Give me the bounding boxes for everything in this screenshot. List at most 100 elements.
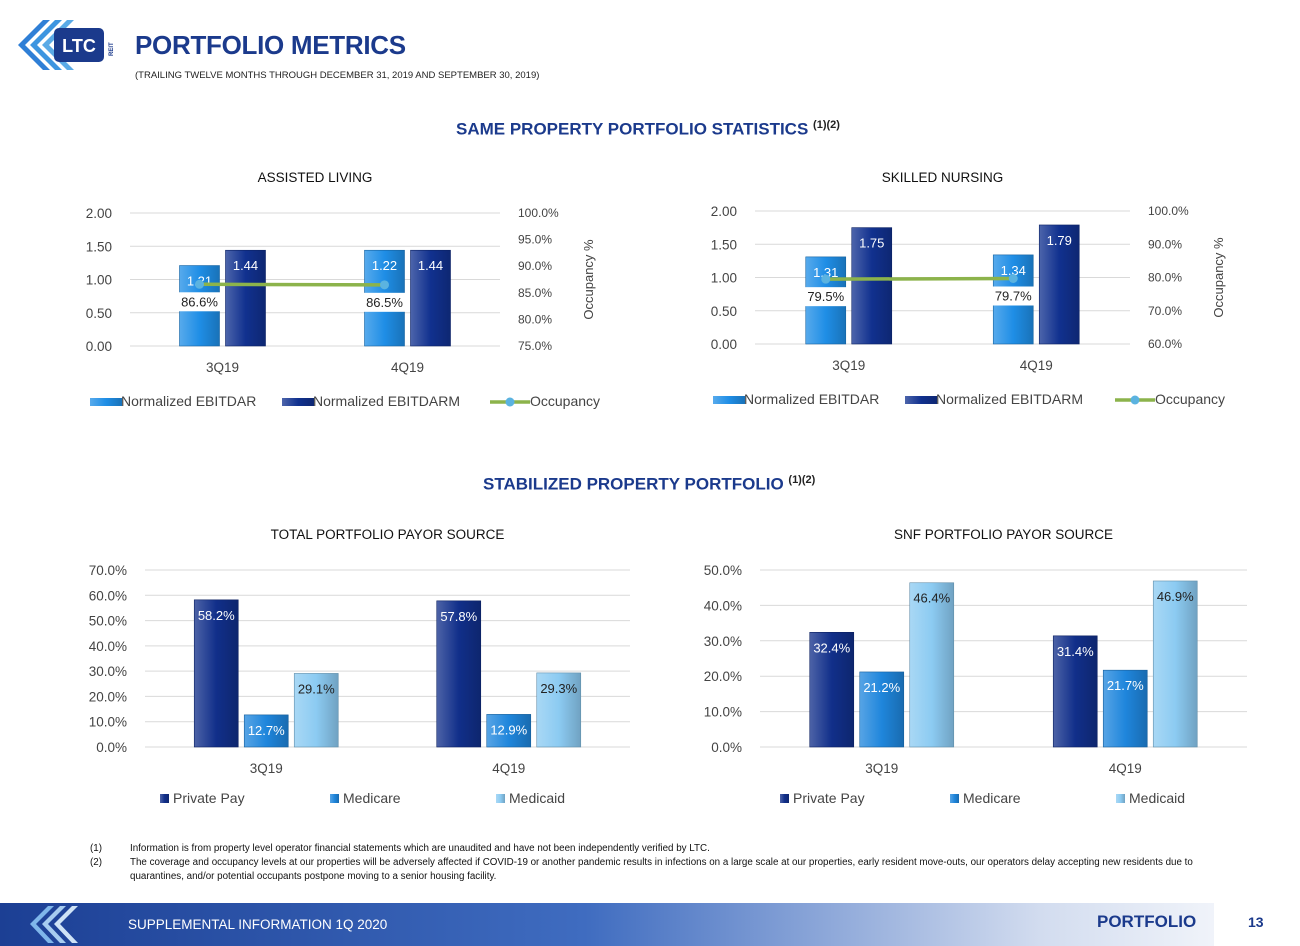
y-tick-label: 0.0% (96, 740, 127, 755)
data-label: 29.3% (540, 681, 577, 696)
x-tick-label: 3Q19 (206, 360, 239, 375)
data-label: 46.4% (913, 591, 950, 606)
y2-tick-label: 100.0% (518, 206, 559, 220)
bar (243, 714, 289, 748)
y-tick-label: 1.00 (86, 273, 112, 288)
data-label: 21.7% (1107, 678, 1144, 693)
y-tick-label: 0.00 (711, 337, 737, 352)
y2-tick-label: 90.0% (518, 259, 552, 273)
footer-bar (0, 903, 1300, 946)
y-tick-label: 70.0% (89, 563, 127, 578)
bar (536, 672, 582, 748)
occupancy-label: 86.6% (181, 294, 218, 309)
occupancy-label-box (175, 292, 224, 312)
y-tick-label: 0.00 (86, 339, 112, 354)
data-label: 58.2% (198, 608, 235, 623)
bar (859, 671, 905, 748)
x-tick-label: 4Q19 (1020, 358, 1053, 373)
section-heading-same-property: SAME PROPERTY PORTFOLIO STATISTICS (1)(2… (456, 119, 840, 140)
data-label: 57.8% (440, 609, 477, 624)
y-tick-label: 60.0% (89, 588, 127, 603)
data-label: 1.31 (813, 265, 838, 280)
section-heading-stabilized: STABILIZED PROPERTY PORTFOLIO (1)(2) (483, 474, 815, 495)
legend-label: Medicaid (509, 790, 565, 806)
chart-title: ASSISTED LIVING (258, 170, 373, 185)
legend-label: Private Pay (173, 790, 245, 806)
data-label: 1.44 (418, 258, 443, 273)
legend-swatch (282, 398, 314, 406)
y-tick-label: 20.0% (89, 689, 127, 704)
legend-label: Medicaid (1129, 790, 1185, 806)
footer-section-label: PORTFOLIO (1097, 912, 1197, 931)
page-subtitle: (TRAILING TWELVE MONTHS THROUGH DECEMBER… (135, 70, 540, 81)
occupancy-label: 86.5% (366, 295, 403, 310)
section-heading-label: SAME PROPERTY PORTFOLIO STATISTICS (456, 119, 809, 139)
legend-label: Occupancy (1155, 391, 1225, 407)
occupancy-line (825, 276, 1014, 281)
occupancy-marker (821, 274, 831, 284)
skilled-nursing-chart: SKILLED NURSING 0.00 0.50 1.00 1.50 2.00 60.0%… (711, 170, 1226, 407)
legend-marker (505, 397, 515, 407)
legend-swatch (1116, 794, 1125, 803)
y-tick-label: 20.0% (704, 669, 742, 684)
legend-label: Medicare (343, 790, 401, 806)
legend-label: Normalized EBITDARM (313, 393, 460, 409)
y-tick-label: 1.00 (711, 271, 737, 286)
x-tick-label: 3Q19 (250, 761, 283, 776)
occupancy-line (199, 282, 385, 287)
occupancy-marker (380, 280, 389, 290)
footnote-text: The coverage and occupancy levels at our… (130, 857, 1193, 882)
legend-swatch (950, 794, 959, 803)
occupancy-marker (1008, 273, 1018, 283)
bar (225, 249, 266, 347)
data-label: 32.4% (813, 640, 850, 655)
footnote-number: (1) (90, 843, 102, 854)
page-number: 13 (1248, 914, 1264, 930)
y-tick-label: 1.50 (86, 239, 112, 254)
y2-tick-label: 60.0% (1148, 337, 1182, 351)
y-tick-label: 40.0% (704, 598, 742, 613)
occupancy-marker (195, 279, 204, 289)
x-tick-label: 4Q19 (391, 360, 424, 375)
y-tick-label: 50.0% (704, 563, 742, 578)
page-title: PORTFOLIO METRICS (135, 30, 406, 60)
x-tick-label: 4Q19 (1109, 761, 1142, 776)
legend-swatch (496, 794, 505, 803)
y-tick-label: 40.0% (89, 639, 127, 654)
legend-label: Normalized EBITDAR (744, 391, 879, 407)
footnote-2: (2) The coverage and occupancy levels at… (90, 856, 1220, 884)
legend-label: Normalized EBITDARM (936, 391, 1083, 407)
bar (809, 632, 855, 748)
occupancy-label: 79.5% (807, 289, 844, 304)
x-tick-label: 4Q19 (492, 761, 525, 776)
y2-tick-label: 75.0% (518, 339, 552, 353)
y2-tick-label: 85.0% (518, 286, 552, 300)
snf-payor-chart: SNF PORTFOLIO PAYOR SOURCE 0.0% 10.0% 20.0%… (704, 527, 1247, 806)
y-tick-label: 0.50 (711, 304, 737, 319)
chart-title: TOTAL PORTFOLIO PAYOR SOURCE (271, 527, 505, 542)
occupancy-label: 79.7% (995, 288, 1032, 303)
y-tick-label: 50.0% (89, 614, 127, 629)
data-label: 1.44 (233, 258, 258, 273)
x-tick-label: 3Q19 (832, 358, 865, 373)
legend-label: Occupancy (530, 393, 600, 409)
logo-subtext: REIT (109, 42, 115, 56)
ltc-reit-logo: LTC REIT (18, 20, 115, 70)
y2-tick-label: 95.0% (518, 233, 552, 247)
footer-logo-chevrons (30, 906, 78, 943)
legend-marker (1130, 395, 1140, 405)
y2-tick-label: 80.0% (1148, 271, 1182, 285)
legend-swatch (713, 396, 745, 404)
y2-tick-label: 90.0% (1148, 237, 1182, 251)
section-heading-label: STABILIZED PROPERTY PORTFOLIO (483, 474, 784, 494)
data-label: 1.22 (372, 258, 397, 273)
y-tick-label: 0.50 (86, 306, 112, 321)
occupancy-label-box (360, 292, 409, 312)
page-number-box: 13 (1214, 903, 1300, 946)
footnote-number: (2) (90, 857, 102, 868)
y2-tick-label: 70.0% (1148, 304, 1182, 318)
data-label: 1.75 (859, 236, 884, 251)
bar (293, 673, 339, 748)
y2-tick-label: 80.0% (518, 312, 552, 326)
legend-label: Medicare (963, 790, 1021, 806)
